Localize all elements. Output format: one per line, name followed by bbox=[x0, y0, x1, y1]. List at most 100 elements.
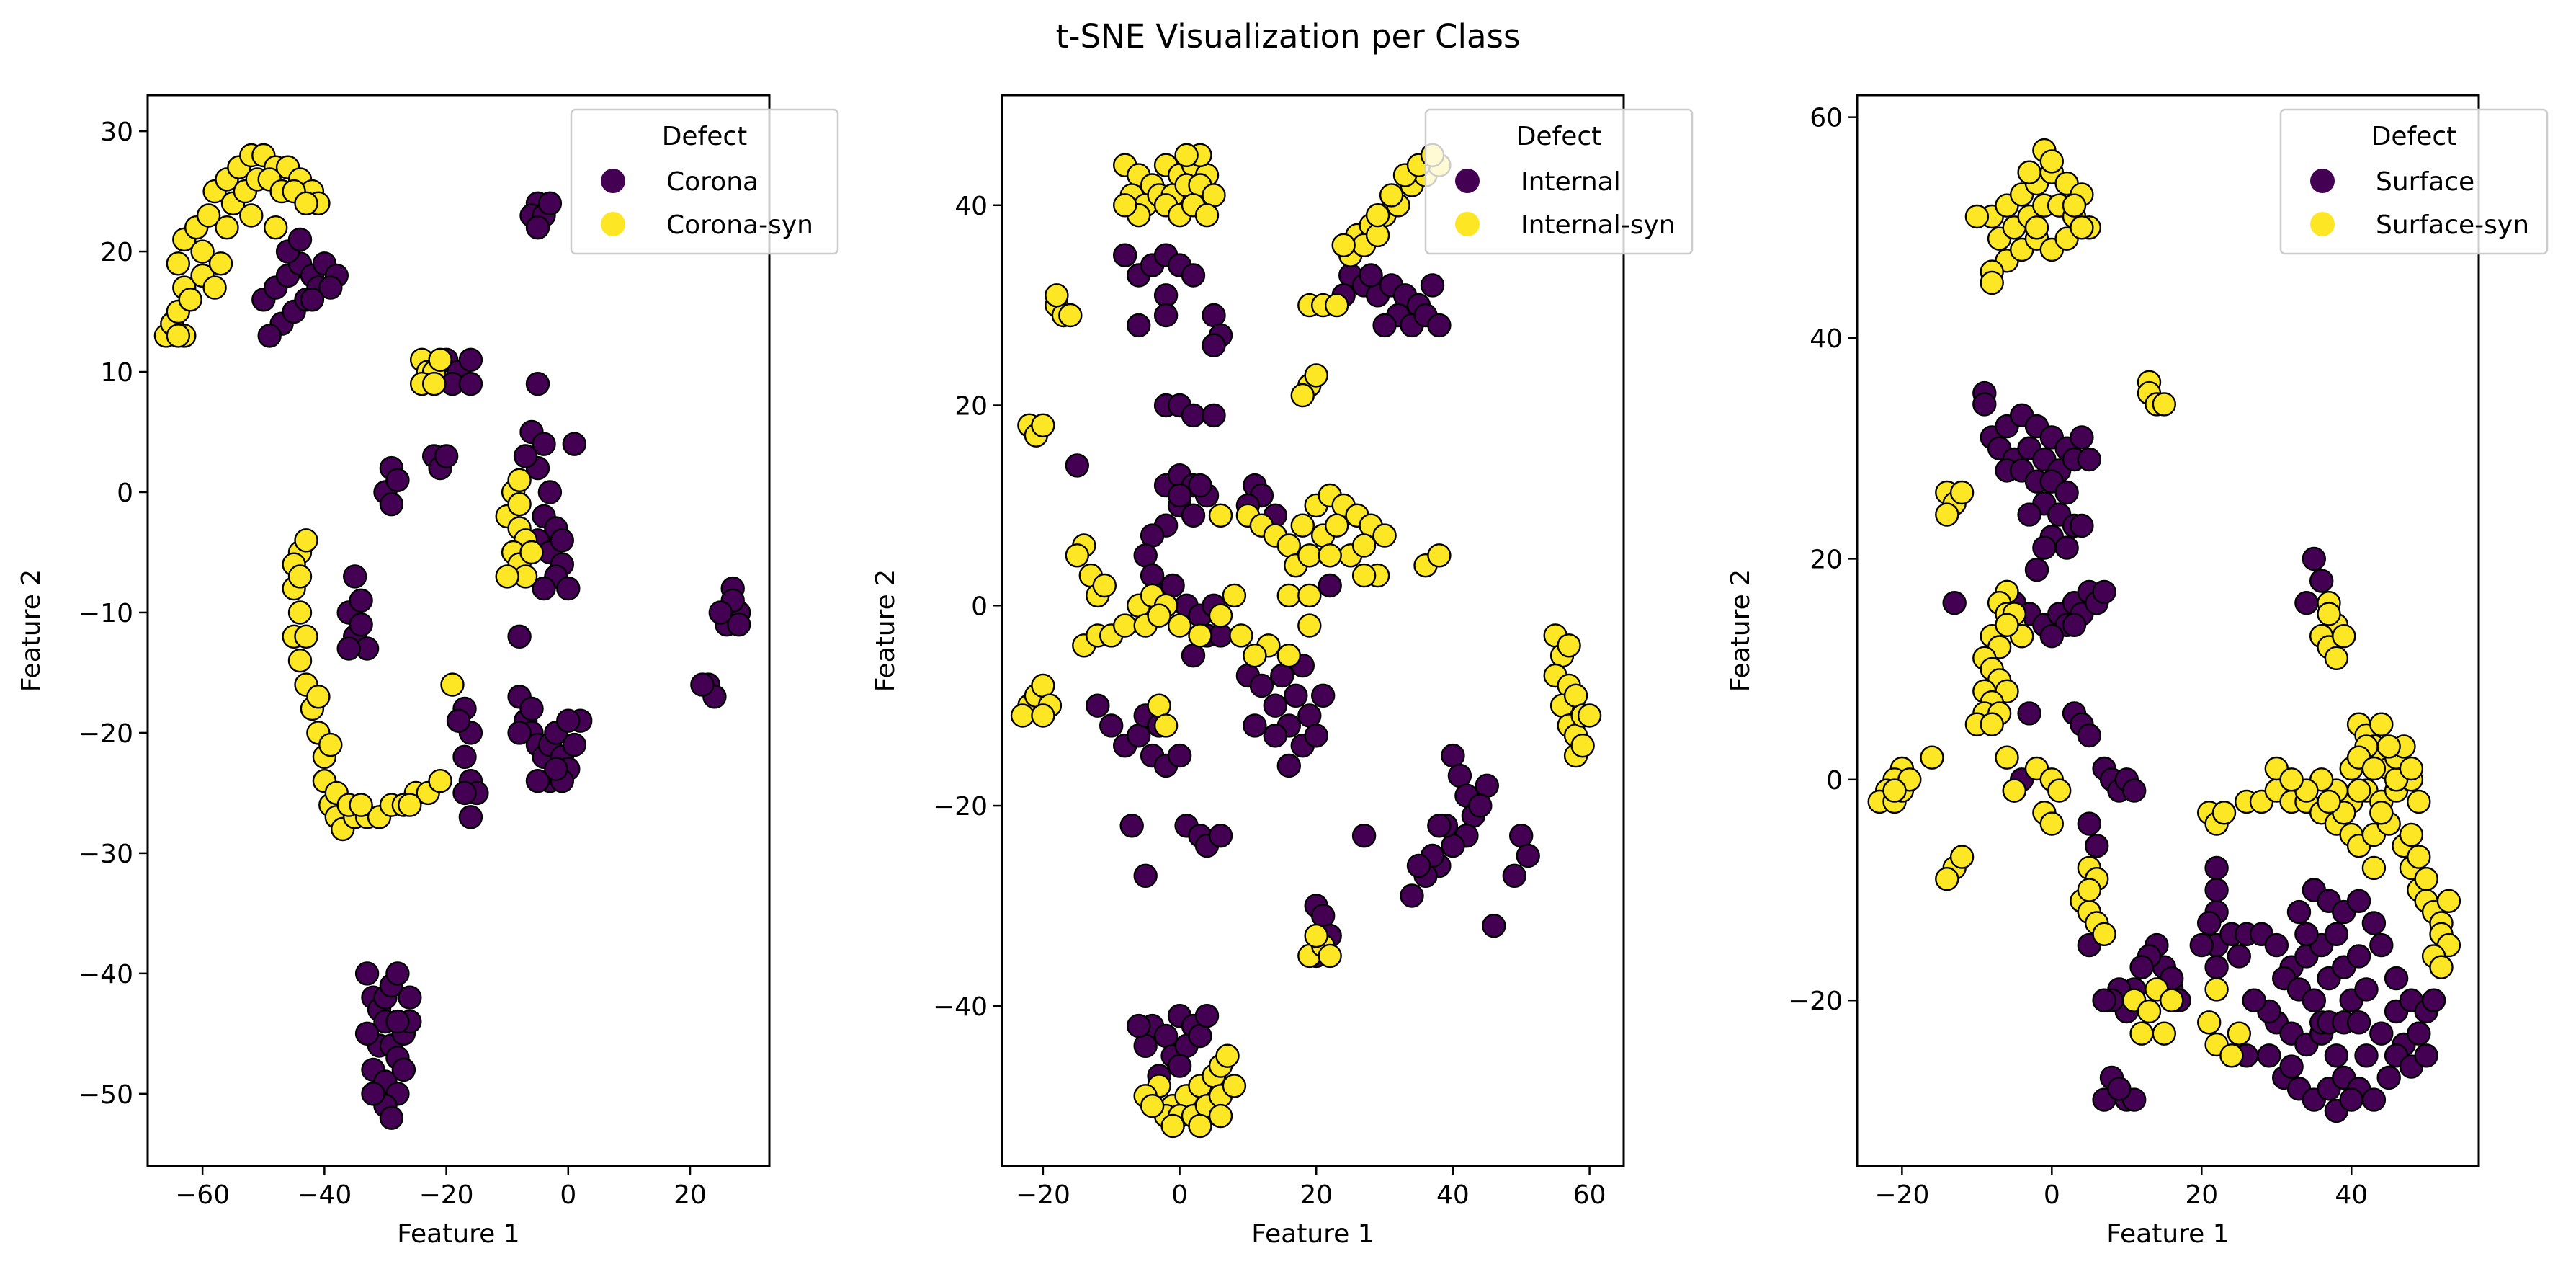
marker-synthetic bbox=[2024, 215, 2049, 240]
marker-real bbox=[1318, 573, 1342, 598]
x-axis-label-corona: Feature 1 bbox=[397, 1219, 519, 1249]
marker-real bbox=[1202, 333, 1226, 357]
marker-synthetic bbox=[1031, 703, 1055, 728]
marker-synthetic bbox=[215, 215, 239, 240]
marker-real bbox=[391, 1057, 416, 1082]
legend-marker-syn bbox=[601, 212, 625, 236]
marker-synthetic bbox=[1112, 613, 1137, 638]
marker-synthetic bbox=[1570, 733, 1595, 758]
marker-real bbox=[1202, 403, 1226, 428]
marker-synthetic bbox=[2211, 801, 2237, 825]
marker-real bbox=[385, 1009, 410, 1034]
marker-synthetic bbox=[1188, 1113, 1212, 1139]
marker-real bbox=[2346, 944, 2371, 969]
legend-title: Defect bbox=[2371, 122, 2457, 151]
marker-synthetic bbox=[202, 275, 227, 300]
marker-synthetic bbox=[2376, 734, 2401, 759]
marker-synthetic bbox=[1031, 413, 1055, 437]
marker-real bbox=[1126, 1013, 1151, 1038]
marker-real bbox=[1297, 703, 1322, 728]
marker-synthetic bbox=[2227, 1021, 2252, 1046]
x-tick-label: 20 bbox=[2185, 1180, 2218, 1210]
marker-synthetic bbox=[1304, 363, 1328, 388]
marker-synthetic bbox=[2159, 988, 2184, 1012]
marker-real bbox=[349, 613, 373, 637]
marker-real bbox=[1181, 263, 1206, 288]
y-tick-label: 0 bbox=[117, 478, 133, 508]
marker-synthetic bbox=[1290, 513, 1315, 538]
legend-label-syn: Corona-syn bbox=[666, 210, 813, 240]
marker-real bbox=[287, 227, 313, 252]
marker-real bbox=[2017, 502, 2041, 527]
marker-synthetic bbox=[239, 203, 264, 228]
marker-real bbox=[1065, 453, 1090, 478]
marker-real bbox=[385, 468, 410, 492]
y-tick-label: 40 bbox=[954, 192, 988, 221]
marker-synthetic bbox=[1276, 583, 1302, 608]
marker-real bbox=[2204, 878, 2229, 902]
marker-synthetic bbox=[2219, 1043, 2244, 1068]
marker-synthetic bbox=[1980, 270, 2004, 295]
marker-real bbox=[1263, 724, 1288, 748]
marker-real bbox=[452, 744, 477, 770]
marker-synthetic bbox=[287, 649, 313, 673]
marker-synthetic bbox=[2129, 1021, 2154, 1046]
marker-real bbox=[2369, 932, 2394, 958]
marker-synthetic bbox=[398, 793, 422, 817]
marker-real bbox=[446, 708, 471, 733]
marker-real bbox=[1133, 1033, 1158, 1059]
marker-real bbox=[2257, 1043, 2281, 1068]
marker-synthetic bbox=[1058, 303, 1083, 328]
legend-title: Defect bbox=[662, 122, 748, 151]
plot-frame-surface bbox=[1856, 94, 2480, 1167]
marker-synthetic bbox=[519, 540, 544, 565]
x-axis-label-internal: Feature 1 bbox=[1251, 1219, 1374, 1249]
marker-synthetic bbox=[1365, 203, 1390, 228]
marker-synthetic bbox=[1045, 283, 1069, 308]
marker-real bbox=[2054, 535, 2079, 560]
legend-internal: Defect Internal Internal-syn bbox=[1424, 108, 1694, 255]
marker-real bbox=[343, 564, 367, 589]
y-axis-ticks-surface: −20 0 20 40 60 bbox=[1788, 104, 1857, 1016]
marker-real bbox=[507, 624, 532, 649]
marker-real bbox=[2024, 558, 2049, 582]
marker-real bbox=[354, 961, 380, 986]
plot-frame-internal bbox=[1001, 94, 1625, 1167]
marker-synthetic bbox=[1208, 603, 1233, 628]
y-tick-label: −20 bbox=[79, 719, 133, 749]
marker-synthetic bbox=[2436, 889, 2461, 914]
marker-real bbox=[1202, 303, 1226, 328]
y-axis-label-corona: Feature 2 bbox=[17, 569, 46, 692]
marker-real bbox=[2376, 1065, 2401, 1090]
marker-real bbox=[1194, 1003, 1220, 1028]
marker-real bbox=[379, 1105, 404, 1130]
marker-synthetic bbox=[2399, 756, 2424, 781]
marker-real bbox=[1508, 823, 1534, 848]
marker-synthetic bbox=[2047, 778, 2072, 803]
marker-real bbox=[1516, 843, 1540, 868]
legend-label-real: Internal bbox=[1521, 167, 1621, 197]
marker-synthetic bbox=[349, 793, 373, 817]
marker-real bbox=[2361, 1087, 2387, 1112]
marker-synthetic bbox=[2324, 646, 2349, 670]
marker-real bbox=[1188, 473, 1212, 498]
marker-real bbox=[556, 576, 581, 601]
marker-real bbox=[525, 215, 550, 240]
marker-synthetic bbox=[2204, 977, 2229, 1002]
marker-real bbox=[1284, 683, 1308, 708]
marker-synthetic bbox=[208, 251, 233, 276]
marker-real bbox=[1942, 591, 1967, 615]
marker-synthetic bbox=[2152, 1021, 2177, 1046]
marker-synthetic bbox=[422, 372, 447, 396]
legend-corona: Defect Corona Corona-syn bbox=[570, 108, 839, 255]
marker-real bbox=[1140, 523, 1165, 548]
marker-real bbox=[1140, 563, 1165, 588]
marker-synthetic bbox=[1215, 1043, 1240, 1068]
legend-label-real: Surface bbox=[2376, 167, 2474, 197]
marker-real bbox=[537, 191, 563, 215]
x-tick-label: 0 bbox=[560, 1180, 576, 1210]
plot-frame-corona bbox=[146, 94, 771, 1167]
marker-real bbox=[2017, 701, 2041, 726]
marker-synthetic bbox=[1324, 513, 1349, 538]
